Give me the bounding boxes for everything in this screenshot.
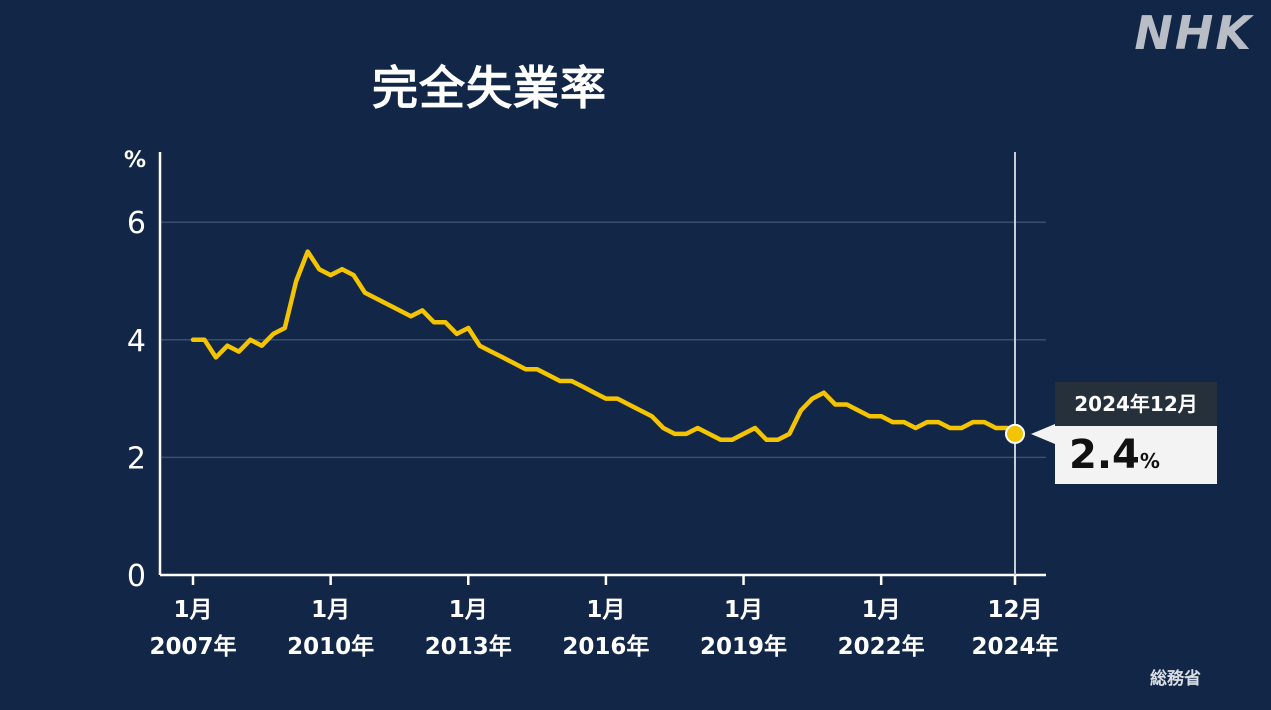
callout-unit: % [1139,449,1160,473]
x-tick-label-month: 1月 [449,597,488,623]
x-tick-label-month: 1月 [586,597,625,623]
chart-title: 完全失業率 [372,61,607,115]
x-tick-label-year: 2022年 [838,633,925,660]
y-tick-label: 2 [127,441,146,476]
unemployment-rate-line [190,249,1018,443]
data-source: 総務省 [1150,669,1201,689]
x-tick-label-month: 12月 [987,597,1042,623]
nhk-logo: NHK [1134,6,1253,60]
x-tick-label-month: 1月 [724,597,763,623]
x-tick-label-year: 2013年 [425,633,512,660]
callout-body: 2.4% [1055,426,1217,484]
x-tick-label-year: 2019年 [700,633,787,660]
x-tick-label-year: 2016年 [562,633,649,660]
callout-date: 2024年12月 [1055,382,1217,426]
x-tick-label-month: 1月 [311,597,350,623]
x-tick-label-month: 1月 [862,597,901,623]
x-tick-label-month: 1月 [173,597,212,623]
y-tick-label: 0 [127,559,146,594]
x-tick-label-year: 2024年 [971,633,1058,660]
callout-pointer [1031,424,1055,444]
latest-value-callout: 2024年12月 2.4% [1031,382,1217,484]
y-axis-unit: % [124,148,146,173]
x-tick-label-year: 2007年 [149,633,236,660]
latest-data-point [1005,423,1025,444]
x-tick-label-year: 2010年 [287,633,374,660]
y-tick-label: 4 [127,324,146,359]
y-tick-label: 6 [127,206,146,241]
callout-value: 2.4 [1069,432,1140,478]
